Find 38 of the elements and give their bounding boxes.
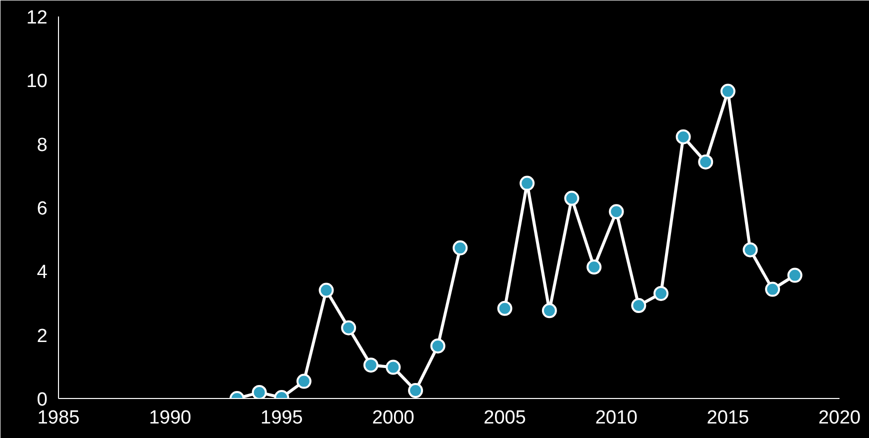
x-tick-label: 2020	[818, 408, 861, 428]
y-tick-label: 0	[36, 390, 48, 410]
point	[497, 300, 512, 316]
point	[386, 360, 401, 375]
x-tick-label: 1990	[148, 408, 192, 428]
x-tick-label: 2005	[484, 408, 526, 428]
point	[452, 240, 468, 256]
point	[520, 176, 535, 191]
x-tick-label: 1985	[37, 408, 80, 428]
x-tick-label: 1995	[260, 408, 303, 428]
y-tick-label: 8	[36, 134, 48, 156]
point	[408, 383, 424, 398]
point	[318, 282, 334, 298]
x-tick-label: 2015	[706, 408, 750, 428]
point	[765, 282, 780, 297]
point	[586, 260, 602, 275]
point	[363, 358, 378, 373]
point	[564, 190, 580, 206]
y-tick-label: 12	[26, 8, 48, 28]
y-tick-label: 2	[36, 326, 48, 347]
point	[631, 298, 646, 314]
y-tick-label: 6	[36, 198, 48, 220]
x-tick-label: 2010	[595, 408, 638, 428]
point	[608, 204, 624, 220]
point	[542, 303, 557, 318]
point	[341, 320, 356, 336]
x-tick-label: 2000	[372, 408, 414, 428]
point	[787, 268, 802, 283]
y-tick-label: 10	[26, 71, 48, 92]
point	[742, 242, 758, 258]
point	[430, 338, 446, 354]
point	[676, 129, 691, 144]
point	[653, 286, 668, 301]
y-tick-label: 4	[36, 262, 48, 284]
point	[296, 374, 312, 389]
point	[252, 384, 267, 398]
point	[698, 154, 714, 170]
point	[720, 84, 736, 99]
